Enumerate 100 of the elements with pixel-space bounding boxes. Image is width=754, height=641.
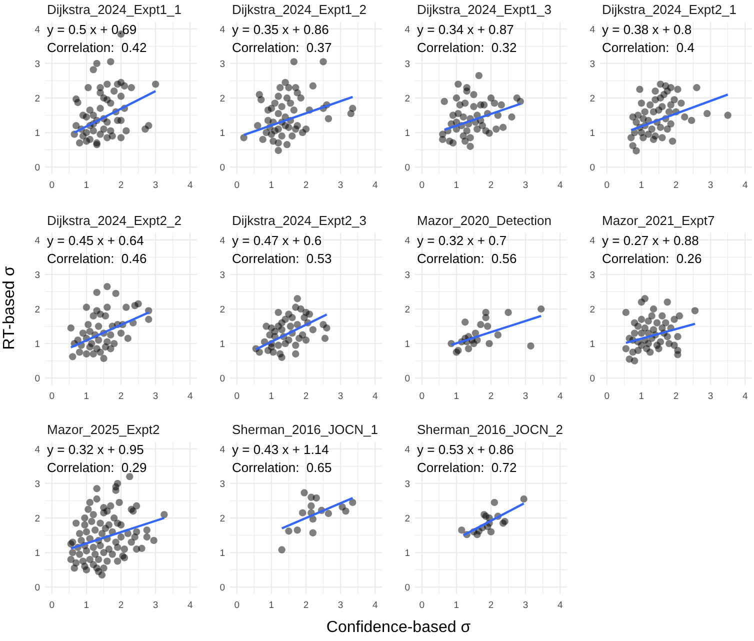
point [117, 92, 125, 100]
point [312, 494, 320, 502]
x-tick-label: 2 [118, 180, 124, 191]
point [107, 100, 114, 107]
y-tick-label: 2 [34, 304, 40, 316]
point [107, 58, 114, 66]
point [76, 348, 84, 356]
point [145, 122, 152, 130]
point [640, 134, 647, 142]
point [650, 305, 658, 313]
chart-title: Dijkstra_2024_Expt1_1 [47, 2, 182, 17]
annotation: Correlation: 0.37 [232, 40, 332, 55]
x-tick-label: 4 [372, 391, 378, 402]
point [520, 495, 528, 503]
point [120, 82, 128, 90]
x-tick-label: 4 [557, 180, 563, 191]
point [320, 58, 327, 66]
y-tick-label: 2 [404, 304, 410, 316]
x-tick-label: 4 [372, 600, 378, 611]
point [482, 314, 490, 322]
point [667, 120, 674, 128]
y-tick-label: 3 [220, 58, 225, 70]
point [674, 351, 682, 358]
x-tick-label: 4 [372, 180, 378, 191]
point [104, 80, 111, 88]
y-tick-label: 2 [34, 94, 40, 104]
point [93, 288, 100, 296]
point [86, 136, 94, 144]
chart-title: Sherman_2016_JOCN_2 [417, 422, 563, 437]
x-tick-label: 3 [152, 391, 158, 402]
point [452, 94, 460, 102]
point [285, 84, 292, 92]
y-tick-label: 2 [404, 94, 410, 104]
point [278, 326, 286, 334]
point [309, 82, 317, 90]
x-tick-label: 2 [303, 391, 309, 402]
chart-title: Mazor_2020_Detection [417, 213, 552, 228]
point [674, 86, 682, 93]
point [294, 526, 301, 534]
point [480, 101, 488, 109]
annotation: y = 0.35 x + 0.86 [232, 22, 329, 37]
point [122, 304, 130, 311]
point [90, 66, 97, 74]
y-tick-label: 3 [404, 58, 410, 70]
y-tick-label: 4 [220, 444, 225, 456]
y-tick-label: 3 [590, 58, 595, 70]
point [638, 298, 646, 306]
point [100, 125, 108, 133]
point [658, 312, 666, 320]
point [703, 110, 711, 118]
annotation: y = 0.34 x + 0.87 [417, 22, 514, 37]
y-tick-label: 0 [220, 374, 225, 385]
point [88, 340, 96, 348]
y-tick-label: 3 [34, 58, 40, 70]
point [498, 101, 505, 109]
y-tick-label: 1 [404, 548, 410, 560]
y-tick-label: 2 [34, 514, 40, 524]
point [117, 134, 125, 142]
y-tick-label: 3 [220, 270, 225, 281]
x-tick-label: 1 [268, 600, 274, 611]
x-tick-label: 0 [234, 391, 240, 402]
x-tick-label: 0 [49, 180, 55, 191]
x-tick-label: 2 [488, 600, 494, 611]
point [67, 324, 75, 332]
x-tick-label: 1 [268, 391, 274, 402]
point [96, 89, 104, 96]
point [288, 314, 296, 322]
point [668, 138, 676, 145]
point [278, 354, 286, 361]
y-tick-label: 2 [220, 94, 225, 104]
point [302, 125, 310, 133]
chart-title: Mazor_2021_Expt7 [602, 213, 715, 228]
point [644, 340, 652, 348]
point [656, 94, 664, 102]
point [508, 113, 516, 121]
point [300, 314, 308, 322]
y-tick-label: 2 [220, 304, 225, 316]
point [470, 103, 478, 110]
point [676, 312, 684, 320]
point [454, 110, 462, 118]
point [297, 94, 304, 102]
x-tick-label: 4 [742, 180, 748, 191]
y-tick-label: 4 [34, 24, 40, 36]
point [323, 324, 330, 332]
y-tick-label: 1 [404, 339, 410, 350]
point [82, 350, 90, 358]
x-tick-label: 3 [338, 600, 344, 611]
point [290, 58, 298, 66]
point [300, 489, 308, 496]
y-tick-label: 0 [220, 162, 225, 174]
point [306, 310, 314, 318]
point [636, 86, 644, 93]
point [295, 334, 303, 342]
y-tick-label: 1 [404, 128, 410, 140]
y-tick-label: 0 [34, 374, 40, 385]
point [285, 528, 292, 535]
y-tick-label: 4 [404, 24, 410, 36]
x-tick-label: 0 [419, 180, 425, 191]
annotation: Correlation: 0.46 [47, 251, 147, 266]
point [84, 84, 92, 92]
